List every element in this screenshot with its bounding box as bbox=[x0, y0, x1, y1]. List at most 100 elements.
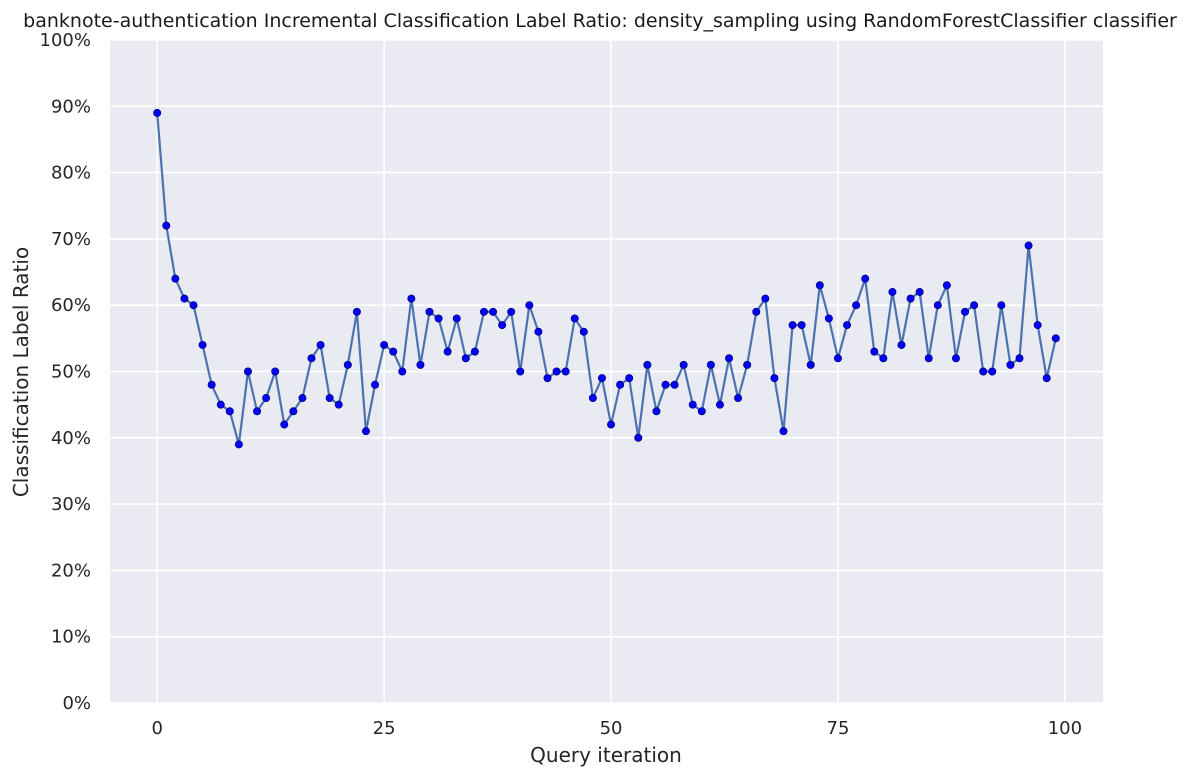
y-tick-label: 100% bbox=[40, 30, 91, 51]
data-point bbox=[334, 400, 343, 409]
series-line bbox=[156, 112, 1057, 446]
data-point bbox=[616, 380, 625, 389]
y-tick-label: 70% bbox=[51, 229, 91, 250]
data-point bbox=[979, 367, 988, 376]
data-point bbox=[498, 321, 507, 330]
data-point bbox=[416, 360, 425, 369]
data-point bbox=[697, 407, 706, 416]
data-point bbox=[380, 340, 389, 349]
x-tick-labels: 0 25 50 75 100 bbox=[151, 718, 1082, 739]
data-point bbox=[843, 321, 852, 330]
data-point bbox=[670, 380, 679, 389]
data-point bbox=[171, 274, 180, 283]
data-point bbox=[924, 354, 933, 363]
x-tick-label: 50 bbox=[600, 718, 623, 739]
data-point bbox=[162, 221, 171, 230]
data-point bbox=[906, 294, 915, 303]
data-point bbox=[189, 301, 198, 310]
data-point bbox=[207, 380, 216, 389]
data-point bbox=[634, 433, 643, 442]
data-point bbox=[607, 420, 616, 429]
data-point bbox=[280, 420, 289, 429]
data-point bbox=[352, 307, 361, 316]
data-point bbox=[316, 340, 325, 349]
y-tick-label: 10% bbox=[51, 627, 91, 648]
data-point bbox=[997, 301, 1006, 310]
data-point bbox=[307, 354, 316, 363]
data-point bbox=[452, 314, 461, 323]
y-tick-label: 50% bbox=[51, 362, 91, 383]
data-point bbox=[489, 307, 498, 316]
data-point bbox=[216, 400, 225, 409]
data-point bbox=[225, 407, 234, 416]
data-point bbox=[661, 380, 670, 389]
data-point bbox=[888, 287, 897, 296]
data-point bbox=[425, 307, 434, 316]
data-point bbox=[198, 340, 207, 349]
data-point bbox=[897, 340, 906, 349]
data-point bbox=[715, 400, 724, 409]
data-point bbox=[579, 327, 588, 336]
data-point bbox=[253, 407, 262, 416]
data-point bbox=[343, 360, 352, 369]
y-tick-label: 80% bbox=[51, 163, 91, 184]
grid bbox=[110, 39, 1103, 704]
data-point bbox=[961, 307, 970, 316]
x-tick-label: 25 bbox=[373, 718, 396, 739]
data-point bbox=[507, 307, 516, 316]
data-point bbox=[443, 347, 452, 356]
data-point bbox=[534, 327, 543, 336]
data-point bbox=[652, 407, 661, 416]
data-point bbox=[942, 281, 951, 290]
data-point bbox=[833, 354, 842, 363]
data-point bbox=[298, 394, 307, 403]
data-point bbox=[588, 394, 597, 403]
data-point bbox=[398, 367, 407, 376]
y-tick-labels: 0% 10% 20% 30% 40% 50% 60% 70% 80% 90% 100% bbox=[40, 30, 91, 714]
data-point bbox=[879, 354, 888, 363]
series-line-layer bbox=[156, 112, 1057, 446]
data-point bbox=[706, 360, 715, 369]
x-tick-label: 100 bbox=[1048, 718, 1082, 739]
data-point bbox=[815, 281, 824, 290]
data-point bbox=[543, 374, 552, 383]
data-point bbox=[625, 374, 634, 383]
data-point bbox=[970, 301, 979, 310]
data-point bbox=[361, 427, 370, 436]
data-point bbox=[407, 294, 416, 303]
data-point bbox=[933, 301, 942, 310]
data-point bbox=[951, 354, 960, 363]
data-point bbox=[570, 314, 579, 323]
data-point bbox=[180, 294, 189, 303]
data-point bbox=[743, 360, 752, 369]
x-tick-label: 75 bbox=[827, 718, 850, 739]
data-point bbox=[861, 274, 870, 283]
data-point bbox=[516, 367, 525, 376]
data-point bbox=[752, 307, 761, 316]
data-point bbox=[552, 367, 561, 376]
data-point bbox=[1015, 354, 1024, 363]
x-tick-label: 0 bbox=[151, 718, 162, 739]
data-point bbox=[915, 287, 924, 296]
data-point bbox=[479, 307, 488, 316]
data-point bbox=[597, 374, 606, 383]
y-tick-label: 40% bbox=[51, 428, 91, 449]
data-point bbox=[824, 314, 833, 323]
data-point bbox=[561, 367, 570, 376]
data-point bbox=[234, 440, 243, 449]
data-point bbox=[1006, 360, 1015, 369]
data-point bbox=[289, 407, 298, 416]
data-point bbox=[461, 354, 470, 363]
data-point bbox=[679, 360, 688, 369]
data-point bbox=[271, 367, 280, 376]
data-point bbox=[779, 427, 788, 436]
data-point bbox=[1042, 374, 1051, 383]
data-point bbox=[243, 367, 252, 376]
data-point bbox=[325, 394, 334, 403]
data-point bbox=[262, 394, 271, 403]
data-point bbox=[734, 394, 743, 403]
data-point bbox=[806, 360, 815, 369]
data-point bbox=[1024, 241, 1033, 250]
data-point bbox=[643, 360, 652, 369]
